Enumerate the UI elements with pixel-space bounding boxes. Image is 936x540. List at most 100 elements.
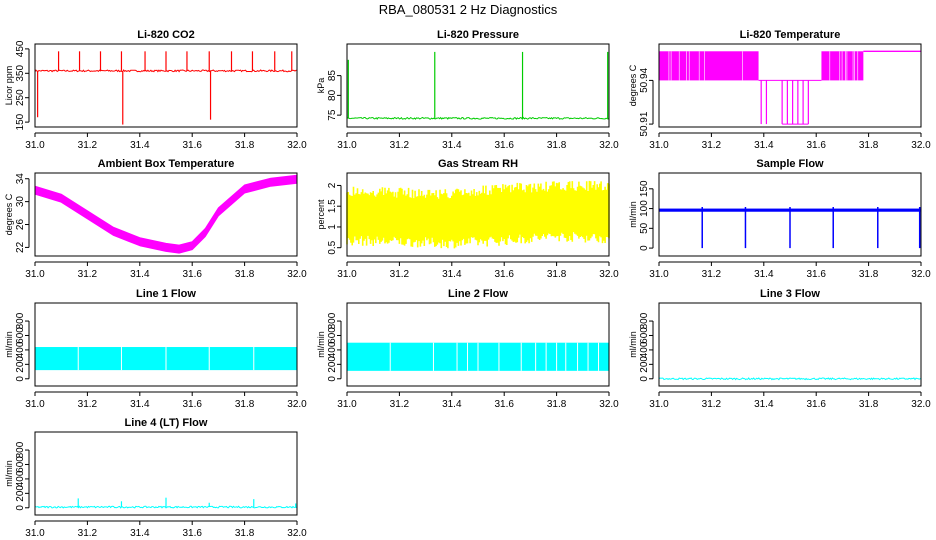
panel-title: Li-820 CO2 [137,29,194,41]
x-axis: 31.0 31.2 31.4 31.6 31.8 32.0 [25,261,307,280]
y-tick-label: 0 [639,245,650,251]
y-axis-label: ml/min [4,331,14,358]
y-axis-label: ml/min [628,201,638,228]
x-tick-label: 31.0 [337,269,357,280]
x-tick-label: 31.2 [390,140,410,151]
x-tick-label: 31.4 [442,140,462,151]
x-tick-label: 31.0 [649,399,669,410]
y-tick-label: 100 [639,200,650,217]
y-tick-label: 50 [639,222,650,234]
x-tick-label: 31.0 [337,140,357,151]
x-tick-label: 31.8 [859,269,879,280]
data-series [34,497,298,509]
chart-panel-8: Line 2 Flow ml/min 31.0 31.2 31.4 31.6 31.8 32.… [316,288,619,410]
plot-frame [346,302,610,387]
y-axis-label: kPa [316,78,326,94]
x-axis: 31.0 31.2 31.4 31.6 31.8 32.0 [649,391,931,410]
x-tick-label: 31.2 [78,140,98,151]
x-tick-label: 31.6 [182,399,202,410]
y-axis-label: Licor ppm [4,66,14,106]
y-tick-label: 0 [15,505,26,511]
y-tick-label: 600 [15,456,26,473]
dense-segment [659,51,759,81]
y-tick-label: 200 [639,356,650,373]
y-tick-label: 400 [15,341,26,358]
x-tick-label: 31.6 [494,269,514,280]
x-tick-label: 31.6 [494,140,514,151]
plot-frame [34,302,298,387]
y-tick-label: 350 [15,65,26,82]
y-tick-label: 75 [327,109,338,121]
x-tick-label: 31.8 [235,140,255,151]
x-tick-label: 32.0 [287,140,307,151]
dense-segment [821,51,864,81]
x-tick-label: 31.8 [235,269,255,280]
panel-title: Line 3 Flow [760,288,820,300]
x-tick-label: 31.2 [78,399,98,410]
y-axis: 150 250 350 450 [15,40,30,130]
data-series [659,50,921,125]
x-tick-label: 31.0 [649,140,669,151]
x-axis: 31.0 31.2 31.4 31.6 31.8 32.0 [649,132,931,151]
plot-frame [346,172,610,257]
x-axis: 31.0 31.2 31.4 31.6 31.8 32.0 [337,132,619,151]
x-tick-label: 32.0 [911,269,931,280]
x-tick-label: 31.0 [25,269,45,280]
x-tick-label: 32.0 [287,269,307,280]
panel-title: Li-820 Temperature [740,29,841,41]
x-tick-label: 31.2 [702,269,722,280]
x-tick-label: 31.8 [235,528,255,539]
x-tick-label: 31.4 [754,399,774,410]
x-axis: 31.0 31.2 31.4 31.6 31.8 32.0 [649,261,931,280]
x-tick-label: 32.0 [599,269,619,280]
series-band [34,174,298,254]
x-tick-label: 31.4 [442,269,462,280]
y-tick-label: 200 [15,485,26,502]
plot-frame [658,172,922,257]
y-tick-label: 85 [327,70,338,82]
x-axis: 31.0 31.2 31.4 31.6 31.8 32.0 [25,132,307,151]
panel-title: Gas Stream RH [438,158,518,170]
y-tick-label: 400 [639,341,650,358]
x-axis: 31.0 31.2 31.4 31.6 31.8 32.0 [337,261,619,280]
chart-panel-5: Gas Stream RH percent 31.0 31.2 31.4 31.6 31.8… [316,158,619,280]
y-tick-label: 0 [327,376,338,382]
y-tick-label: 800 [327,312,338,329]
data-series [346,51,610,120]
y-tick-label: 50.91 [639,111,650,136]
panel-title: Sample Flow [756,158,824,170]
x-tick-label: 31.6 [806,269,826,280]
y-tick-label: 200 [327,356,338,373]
x-tick-label: 31.8 [859,140,879,151]
x-tick-label: 31.4 [130,528,150,539]
data-series [35,347,297,371]
y-tick-label: 26 [15,219,26,231]
y-tick-label: 250 [15,89,26,106]
y-axis-label: ml/min [4,460,14,487]
series-line [34,69,298,73]
data-series [34,51,298,125]
plot-frame [34,172,298,257]
chart-panel-6: Sample Flow ml/min 31.0 31.2 31.4 31.6 31.8 32.… [628,158,931,280]
panel-title: Li-820 Pressure [437,29,519,41]
x-tick-label: 31.6 [182,269,202,280]
y-axis-label: percent [316,199,326,230]
x-tick-label: 31.6 [182,528,202,539]
x-axis: 31.0 31.2 31.4 31.6 31.8 32.0 [25,520,307,539]
data-series [346,180,610,249]
y-axis-label: degrees C [4,193,14,235]
y-tick-label: 1 [327,224,338,230]
y-tick-label: 80 [327,89,338,101]
panel-title: Line 4 (LT) Flow [125,417,208,429]
plot-frame [658,302,922,387]
x-tick-label: 31.2 [390,399,410,410]
x-tick-label: 31.2 [390,269,410,280]
x-tick-label: 31.6 [806,399,826,410]
x-tick-label: 32.0 [911,399,931,410]
y-tick-label: 22 [15,241,26,253]
data-series [347,342,609,371]
